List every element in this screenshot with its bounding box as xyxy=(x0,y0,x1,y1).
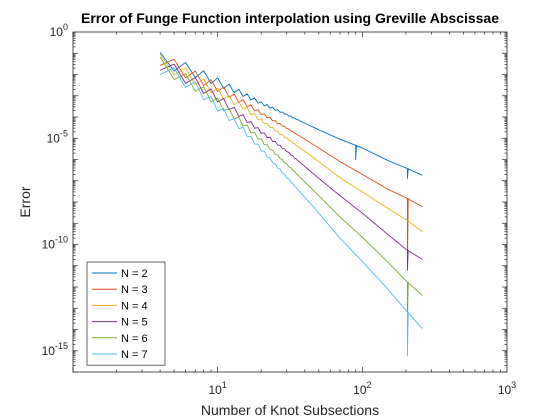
series-line-n7 xyxy=(159,67,423,356)
legend-entry-label: N = 2 xyxy=(121,268,148,280)
x-tick-label: 102 xyxy=(353,380,371,397)
chart-title: Error of Funge Function interpolation us… xyxy=(81,10,499,26)
series-line-n6 xyxy=(159,56,423,324)
legend-entry-label: N = 6 xyxy=(121,333,148,345)
y-tick-label: 10-10 xyxy=(42,235,68,252)
x-tick-label: 103 xyxy=(498,380,516,397)
legend-entry-label: N = 3 xyxy=(121,284,148,296)
series-layer xyxy=(159,51,423,356)
legend: N = 2 N = 3 N = 4 N = 5 N = 6 N = 7 xyxy=(86,261,166,366)
y-tick-label: 100 xyxy=(50,22,68,39)
legend-entry-label: N = 4 xyxy=(121,300,148,312)
legend-box xyxy=(86,261,166,366)
x-tick-label: 101 xyxy=(208,380,226,397)
y-tick-label: 10-5 xyxy=(47,128,68,145)
series-line-n2 xyxy=(159,51,423,179)
series-line-n5 xyxy=(159,63,423,271)
y-axis-label: Error xyxy=(17,186,33,217)
x-axis-label: Number of Knot Subsections xyxy=(201,402,379,418)
series-line-n4 xyxy=(159,54,423,233)
legend-entry-label: N = 5 xyxy=(121,317,148,329)
y-tick-label: 10-15 xyxy=(42,341,68,358)
series-line-n3 xyxy=(159,58,423,267)
legend-entry-label: N = 7 xyxy=(121,349,148,361)
tick-layer: 101 102 103 100 10-5 10-10 10-15 xyxy=(42,22,517,397)
